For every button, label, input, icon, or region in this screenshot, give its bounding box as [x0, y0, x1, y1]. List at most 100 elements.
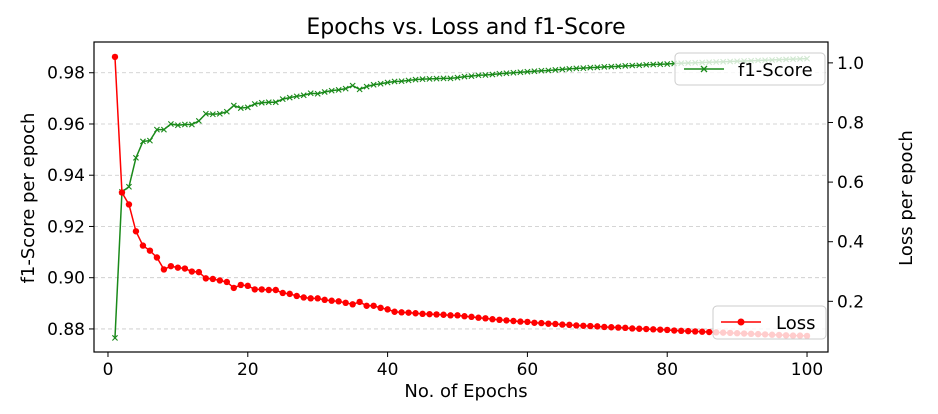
loss-point [552, 320, 559, 328]
loss-point [412, 310, 419, 317]
f1-score-point [594, 64, 601, 71]
f1-score-point [419, 76, 426, 83]
f1-score-point [300, 92, 307, 99]
f1-score-point [398, 78, 405, 85]
loss-point [286, 290, 293, 298]
f1-score-point [321, 88, 328, 95]
y-axis-label-right: Loss per epoch [896, 130, 917, 266]
f1-score-point [307, 90, 314, 97]
chart-title: Epochs vs. Loss and f1-Score [306, 15, 625, 40]
f1-score-point [195, 117, 202, 124]
f1-score-point [174, 122, 181, 129]
f1-score-point [139, 138, 146, 145]
loss-point [545, 320, 552, 327]
axes-layer: 0 20 40 60 80 100 0.88 0.90 0.92 0.94 0.96 0.98 0.2 0… [47, 54, 864, 380]
f1-score-point [475, 72, 482, 79]
f1-score-point [349, 82, 356, 89]
f1-score-point [328, 87, 335, 94]
f1-score-point [531, 68, 538, 75]
f1-score-point [335, 86, 342, 93]
loss-point [503, 317, 510, 324]
loss-point [636, 325, 643, 332]
f1-score-point [545, 67, 552, 74]
loss-point [475, 314, 482, 321]
loss-point [356, 298, 363, 306]
loss-point [531, 319, 538, 326]
loss-point [174, 264, 182, 271]
f1-score-point [482, 72, 489, 79]
loss-point [538, 319, 545, 327]
f1-score-point [293, 93, 300, 100]
f1-score-point [314, 90, 321, 97]
f1-score-point [153, 126, 160, 133]
legend-loss-box [712, 305, 827, 340]
x-tick-label: 40 [377, 360, 399, 380]
loss-point [272, 286, 279, 294]
f1-score-point [559, 66, 566, 73]
f1-score-point [650, 61, 657, 68]
f1-score-point [279, 96, 286, 103]
f1-score-point [433, 75, 440, 82]
f1-score-point [202, 110, 209, 117]
f1-score-point [615, 63, 622, 70]
loss-point [573, 322, 580, 329]
loss-point [691, 328, 699, 335]
f1-score-point [125, 183, 132, 190]
loss-point [671, 327, 678, 334]
legend-f1-score-label: f1-Score [738, 60, 813, 81]
legend-f1-score-marker [700, 65, 708, 73]
loss-point [559, 321, 566, 328]
loss-point [202, 275, 210, 282]
plot-frame [93, 41, 829, 353]
loss-point [587, 322, 594, 330]
x-tick-label: 80 [656, 360, 678, 380]
f1-score-point [538, 67, 545, 74]
f1-score-point [426, 75, 433, 82]
f1-score-point [356, 86, 363, 93]
loss-point [349, 301, 356, 308]
legend-loss: Loss [712, 305, 827, 340]
f1-score-point [566, 65, 573, 72]
loss-point [664, 326, 671, 334]
f1-score-point [517, 69, 524, 76]
x-axis-label: No. of Epochs [404, 381, 527, 402]
loss-point [321, 296, 328, 304]
loss-point [328, 297, 335, 304]
loss-point [195, 268, 203, 276]
loss-point [258, 286, 265, 293]
y-left-tick-label: 0.94 [47, 166, 85, 186]
f1-score-point [454, 74, 461, 81]
loss-point [223, 278, 231, 286]
f1-score-point [524, 68, 531, 75]
loss-point [705, 328, 713, 336]
legend-loss-marker [737, 318, 745, 326]
f1-score-point [181, 121, 188, 128]
loss-point [244, 282, 251, 290]
loss-point [230, 284, 238, 292]
f1-score-point [587, 64, 594, 71]
f1-score-point [132, 154, 139, 161]
f1-score-point [160, 126, 167, 133]
loss-point [146, 247, 154, 254]
loss-point [118, 189, 126, 196]
loss-point [251, 286, 258, 293]
f1-score-point [412, 76, 419, 83]
loss-point [237, 281, 244, 289]
loss-point [111, 53, 119, 61]
f1-score-point [629, 62, 636, 69]
loss-point [461, 313, 468, 320]
loss-point [160, 266, 168, 273]
loss-point [188, 268, 196, 275]
x-tick-label: 20 [237, 360, 259, 380]
legend-f1-score-box [674, 52, 826, 86]
loss-point [132, 228, 140, 235]
f1-score-point [657, 61, 664, 68]
loss-point [608, 324, 615, 331]
loss-point [139, 242, 147, 249]
y-right-tick-label: 0.6 [837, 173, 864, 193]
loss-point [405, 309, 412, 316]
loss-point [698, 328, 706, 335]
loss-point [314, 295, 321, 302]
y-right-tick-label: 0.8 [837, 113, 864, 133]
loss-point [370, 302, 377, 309]
